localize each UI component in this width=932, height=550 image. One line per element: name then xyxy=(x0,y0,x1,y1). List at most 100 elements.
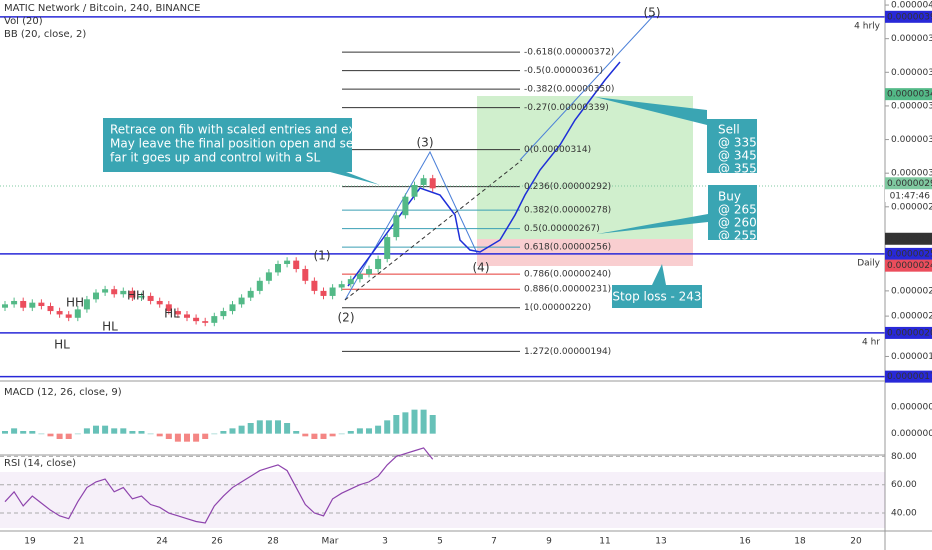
candle-body xyxy=(238,297,245,305)
macd-bar xyxy=(356,428,363,434)
macd-bar xyxy=(375,425,382,434)
macd-bar xyxy=(275,420,281,434)
candle-body xyxy=(220,311,227,317)
fib-label: 1.272(0.00000194) xyxy=(524,347,611,357)
fib-label: 0.618(0.00000256) xyxy=(524,243,611,253)
fib-label: 0(0.00000314) xyxy=(524,145,591,155)
y-tick-label: 0.00000300 xyxy=(891,169,932,179)
macd-bar xyxy=(93,425,99,434)
y-tick-label: 0.00000280 xyxy=(891,202,932,212)
macd-label: MACD (12, 26, close, 9) xyxy=(4,387,122,398)
y-tick-label: 0.00000400 xyxy=(891,1,932,11)
macd-bar xyxy=(202,433,209,439)
price-tag-label: 0.00000347 xyxy=(887,90,932,100)
fib-label: 0.5(0.00000267) xyxy=(524,224,600,234)
candle-body xyxy=(38,302,45,307)
y-tick-label: 0.00000360 xyxy=(891,68,932,78)
candle-body xyxy=(184,314,190,318)
y-tick-label: 0.00000215 xyxy=(891,312,932,322)
trend-dashed xyxy=(344,159,523,301)
macd-bar xyxy=(393,415,400,434)
candle-body xyxy=(65,314,72,318)
price-tag-label: 0.00000294 xyxy=(887,179,932,189)
macd-bar xyxy=(74,433,81,435)
candle-body xyxy=(420,178,427,185)
x-tick-label: 16 xyxy=(739,537,751,547)
countdown-bg xyxy=(885,189,932,202)
macd-bar xyxy=(138,431,145,434)
price-tag xyxy=(885,247,932,260)
macd-bar xyxy=(293,431,300,434)
macd-bar xyxy=(211,433,218,435)
y-tick-label: 0.00000010 xyxy=(891,403,932,413)
fib-label: 1(0.00000220) xyxy=(524,303,591,313)
macd-bar xyxy=(38,433,45,435)
macd-bar xyxy=(83,428,90,434)
macd-bar xyxy=(402,412,409,434)
candle-body xyxy=(93,292,99,300)
y-tick-label: 0.00000230 xyxy=(891,286,932,296)
candle-body xyxy=(302,269,309,281)
macd-bar xyxy=(2,431,8,434)
candle-body xyxy=(338,284,345,288)
swing-label: HL xyxy=(164,307,180,321)
bb-label: BB (20, close, 2) xyxy=(4,29,86,40)
macd-bar xyxy=(238,425,245,434)
wave-label: (2) xyxy=(338,311,355,325)
candle-body xyxy=(174,311,181,315)
note-box xyxy=(103,118,380,185)
y-tick-label: 0.00000380 xyxy=(891,34,932,44)
note-text: @ 345 xyxy=(718,149,757,163)
macd-bar xyxy=(302,433,309,437)
macd-bar xyxy=(229,428,236,434)
macd-bar xyxy=(384,420,391,434)
rsi-line xyxy=(4,447,434,524)
fib-label: -0.382(0.00000350) xyxy=(524,85,614,95)
wave-label: (5) xyxy=(644,6,661,20)
macd-bar xyxy=(102,425,109,434)
x-tick-label: 9 xyxy=(546,537,552,547)
macd-bar xyxy=(420,409,427,434)
candle-body xyxy=(247,290,254,298)
x-tick-label: 7 xyxy=(491,537,497,547)
fib-label: 0.786(0.00000240) xyxy=(524,270,611,280)
rsi-label: RSI (14, close) xyxy=(4,458,76,469)
candle-body xyxy=(375,258,382,270)
candle-body xyxy=(356,274,363,280)
swing-label: HL xyxy=(102,320,118,334)
note-text: Retrace on fib with scaled entries and e… xyxy=(110,123,370,137)
x-tick-label: 19 xyxy=(24,537,36,547)
wave-label: (1) xyxy=(314,249,331,263)
macd-bar xyxy=(411,409,418,434)
price-tag-label: 0.00000205 xyxy=(887,328,932,338)
x-tick-label: 28 xyxy=(267,537,279,547)
candle-body xyxy=(111,289,118,295)
x-tick-label: 18 xyxy=(794,537,806,547)
x-tick-label: 11 xyxy=(599,537,610,547)
macd-bar xyxy=(56,433,63,439)
price-tag xyxy=(885,259,932,272)
x-tick-label: 21 xyxy=(73,537,84,547)
candle-body xyxy=(193,317,200,322)
x-tick-label: 24 xyxy=(156,537,168,547)
candle-body xyxy=(156,300,163,305)
fib-label: -0.5(0.00000361) xyxy=(524,66,603,76)
level-label: 4 hrly xyxy=(854,21,880,31)
note-text: Buy xyxy=(718,190,741,204)
candle-body xyxy=(384,237,391,259)
fib-label: 0.382(0.00000278) xyxy=(524,206,611,216)
price-tag-label: 0.00000261 xyxy=(887,234,932,244)
macd-bar xyxy=(156,433,163,437)
countdown: 01:47:46 xyxy=(890,192,931,202)
price-tag xyxy=(885,10,932,23)
macd-bar xyxy=(11,428,18,434)
macd-bar xyxy=(329,433,336,437)
note-box xyxy=(612,264,702,308)
price-tag xyxy=(885,326,932,339)
wave-label: (4) xyxy=(473,261,490,275)
macd-bar xyxy=(184,433,190,442)
macd-bar xyxy=(256,420,263,434)
y-tick-label: 0.00000000 xyxy=(891,429,932,439)
note-text: far it goes up and control with a SL xyxy=(110,151,320,165)
